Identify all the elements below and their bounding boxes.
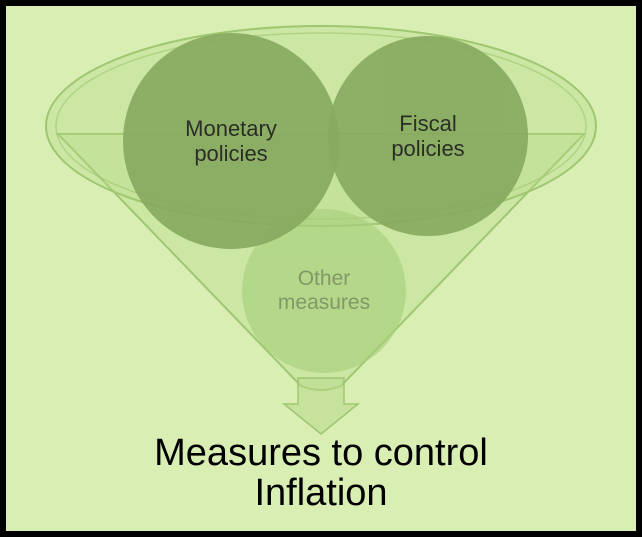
diagram-title: Measures to control Inflation <box>6 434 636 514</box>
diagram-canvas: Other measures Monetary policies Fiscal … <box>6 6 636 531</box>
circle-fiscal-policies: Fiscal policies <box>328 36 528 236</box>
circle-fiscal-label: Fiscal policies <box>391 111 464 162</box>
circle-monetary-label: Monetary policies <box>185 116 277 167</box>
circle-monetary-policies: Monetary policies <box>123 33 339 249</box>
title-line2: Inflation <box>254 472 387 514</box>
circle-other-label: Other measures <box>278 267 370 315</box>
title-line1: Measures to control <box>154 432 488 474</box>
